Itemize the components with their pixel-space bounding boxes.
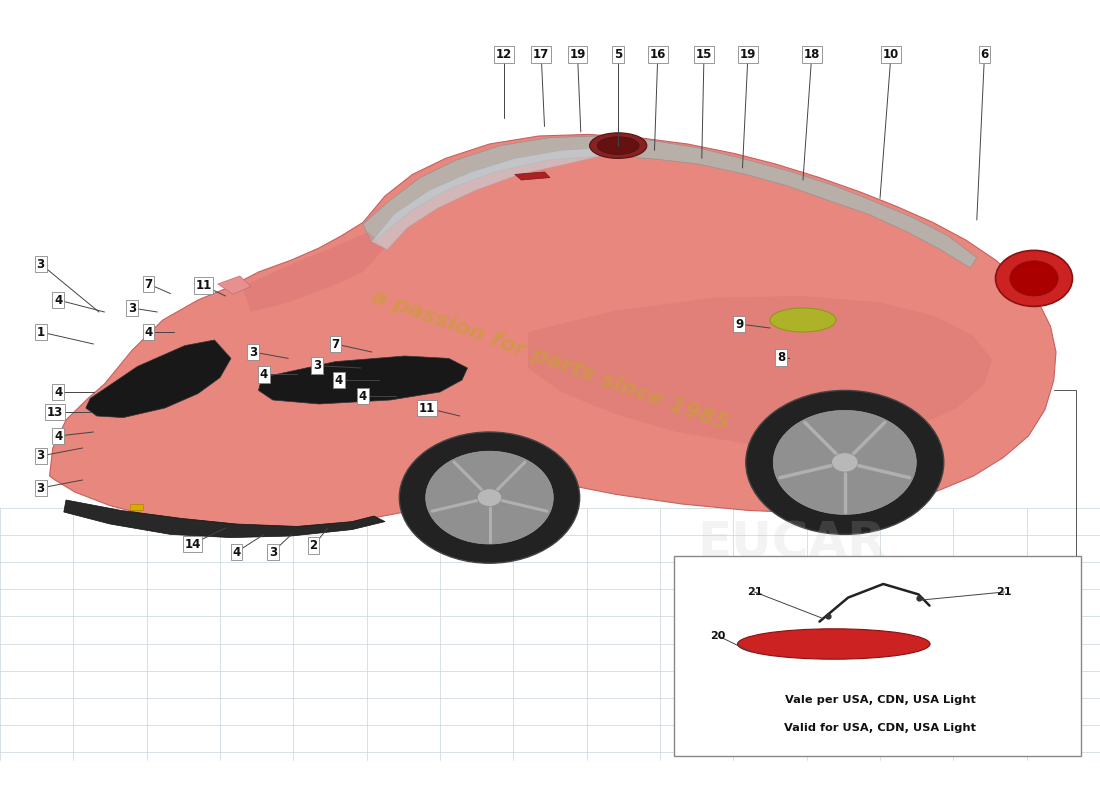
Text: 3: 3	[268, 546, 277, 558]
Text: 3: 3	[128, 302, 136, 314]
Text: 7: 7	[144, 278, 153, 290]
Text: a passion for parts since 1985: a passion for parts since 1985	[368, 286, 732, 434]
Text: 3: 3	[312, 359, 321, 372]
Circle shape	[477, 489, 502, 506]
Text: 16: 16	[650, 48, 666, 61]
Polygon shape	[218, 276, 251, 294]
Text: 1: 1	[36, 326, 45, 338]
Text: 4: 4	[260, 368, 268, 381]
Text: 20: 20	[711, 631, 726, 641]
FancyBboxPatch shape	[674, 556, 1081, 756]
Circle shape	[1010, 261, 1058, 296]
Polygon shape	[363, 136, 977, 268]
Text: Valid for USA, CDN, USA Light: Valid for USA, CDN, USA Light	[784, 723, 976, 733]
Text: 19: 19	[570, 48, 585, 61]
Text: 11: 11	[196, 279, 211, 292]
Text: 13: 13	[47, 406, 63, 418]
Text: 4: 4	[54, 430, 63, 442]
Polygon shape	[86, 340, 231, 418]
Polygon shape	[372, 148, 610, 250]
Polygon shape	[64, 500, 385, 538]
Circle shape	[399, 432, 580, 563]
Text: 4: 4	[144, 326, 153, 338]
Polygon shape	[258, 356, 468, 404]
Circle shape	[426, 451, 553, 544]
Text: 14: 14	[185, 538, 200, 550]
Text: 8: 8	[777, 351, 785, 364]
Text: 4: 4	[359, 390, 367, 402]
Circle shape	[996, 250, 1072, 306]
Polygon shape	[528, 296, 992, 448]
Circle shape	[746, 390, 944, 534]
Text: 3: 3	[36, 258, 45, 270]
Text: 17: 17	[534, 48, 549, 61]
Text: 2: 2	[309, 539, 318, 552]
Text: Vale per USA, CDN, USA Light: Vale per USA, CDN, USA Light	[784, 695, 976, 705]
Text: 4: 4	[54, 294, 63, 306]
Ellipse shape	[590, 133, 647, 158]
Text: 3: 3	[249, 346, 257, 358]
Wedge shape	[813, 462, 884, 493]
Text: 3: 3	[36, 482, 45, 494]
Text: 9: 9	[735, 318, 744, 330]
Polygon shape	[50, 134, 1056, 530]
Text: 4: 4	[232, 546, 241, 558]
Circle shape	[773, 410, 916, 514]
Text: EUCAR: EUCAR	[697, 520, 887, 568]
Text: 10: 10	[883, 48, 899, 61]
Text: 12: 12	[496, 48, 512, 61]
Polygon shape	[515, 172, 550, 180]
Text: 21: 21	[997, 587, 1012, 597]
Text: 21: 21	[747, 587, 762, 597]
Text: 19: 19	[740, 48, 756, 61]
Ellipse shape	[770, 308, 836, 332]
Text: 4: 4	[54, 386, 63, 398]
Wedge shape	[459, 498, 520, 523]
Text: 4: 4	[334, 374, 343, 386]
Text: 6: 6	[980, 48, 989, 61]
Polygon shape	[242, 232, 385, 312]
Text: 18: 18	[804, 48, 820, 61]
FancyBboxPatch shape	[130, 504, 143, 510]
Text: 15: 15	[696, 48, 712, 61]
Text: 7: 7	[331, 338, 340, 350]
Text: 3: 3	[36, 450, 45, 462]
Text: 5: 5	[614, 48, 623, 61]
Circle shape	[832, 453, 858, 472]
Text: 11: 11	[419, 402, 435, 414]
Ellipse shape	[597, 137, 639, 154]
Ellipse shape	[737, 629, 929, 659]
